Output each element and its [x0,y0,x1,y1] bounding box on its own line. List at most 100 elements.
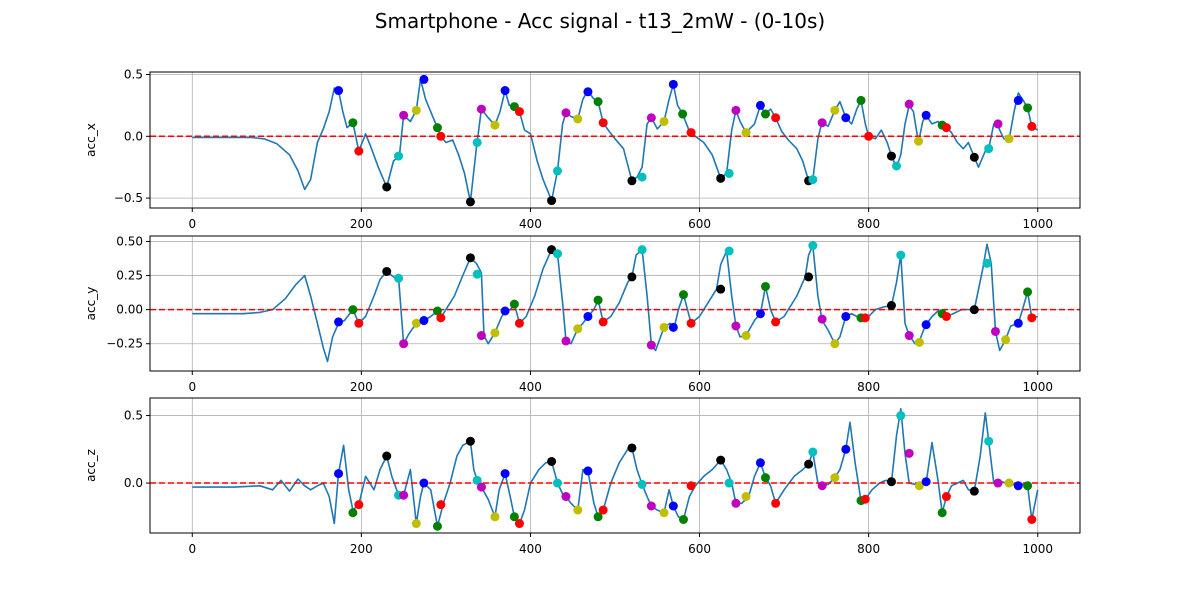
peak-marker [841,444,851,454]
peak-marker [561,336,571,346]
y-tick-label: 0.0 [124,476,143,490]
peak-marker [627,443,637,453]
peak-marker [760,109,770,119]
peak-marker [817,118,827,128]
peak-marker [771,317,781,327]
peak-marker [1023,481,1033,491]
peak-marker [382,266,392,276]
peak-marker [1013,481,1023,491]
peak-marker [394,273,404,283]
peak-marker [841,113,851,123]
y-tick-label: 0.25 [116,269,143,283]
peak-marker [741,331,751,341]
y-axis-label: acc_x [84,123,98,157]
peak-marker [659,508,669,518]
peak-marker [573,114,583,124]
peak-marker [982,258,992,268]
peak-marker [860,313,870,323]
peak-marker [476,482,486,492]
peak-marker [856,95,866,105]
peak-marker [627,176,637,186]
peak-marker [716,173,726,183]
peak-marker [553,249,563,259]
peak-marker [514,519,524,529]
peak-marker [553,478,563,488]
x-tick-label: 800 [857,380,880,394]
peak-marker [830,105,840,115]
peak-marker [382,182,392,192]
peak-marker [593,512,603,522]
peak-marker [904,448,914,458]
peak-marker [724,478,734,488]
peak-marker [1004,134,1014,144]
peak-marker [969,486,979,496]
peak-marker [941,123,951,133]
axes-frame [149,235,1081,372]
peak-marker [646,113,656,123]
peak-marker [716,455,726,465]
peak-marker [382,451,392,461]
peak-marker [1013,318,1023,328]
peak-marker [476,331,486,341]
peak-marker [896,411,906,421]
peak-marker [892,161,902,171]
axes-frame [149,397,1081,534]
peak-marker [436,131,446,141]
peak-marker [716,284,726,294]
peak-marker [886,301,896,311]
peak-marker [561,492,571,502]
peak-marker [490,512,500,522]
peak-marker [573,324,583,334]
peak-marker [348,508,358,518]
peak-marker [411,105,421,115]
peak-marker [659,322,669,332]
peak-marker [500,86,510,96]
x-tick-label: 0 [188,217,196,231]
peak-marker [914,136,924,146]
x-tick-label: 1000 [1022,217,1053,231]
peak-marker [472,475,482,485]
peak-marker [724,168,734,178]
peak-marker [741,492,751,502]
peak-marker [678,109,688,119]
peak-marker [334,86,344,96]
subplot-acc-y: 0 200 400 600 800 1000 −0.25 0.00 0.25 0.50 acc_y [84,234,1081,394]
peak-marker [984,436,994,446]
peak-marker [886,477,896,487]
x-tick-label: 200 [350,542,373,556]
y-tick-label: −0.25 [106,337,143,351]
peak-marker [348,118,358,128]
peak-marker [627,272,637,282]
x-tick-label: 1000 [1022,380,1053,394]
peak-marker [731,498,741,508]
peak-marker [686,318,696,328]
peak-marker [399,110,409,120]
peak-marker [678,515,688,524]
peak-marker [969,152,979,162]
x-tick-label: 800 [857,217,880,231]
peak-marker [547,196,557,206]
peak-marker [760,281,770,291]
x-tick-label: 0 [188,380,196,394]
peak-marker [411,519,421,529]
peak-marker [509,512,519,522]
peak-marker [659,116,669,126]
x-tick-label: 1000 [1022,542,1053,556]
peak-marker [668,79,678,89]
peak-marker [547,456,557,466]
peak-marker [771,498,781,508]
peak-marker [1001,335,1011,345]
peak-marker [896,250,906,260]
y-tick-label: −0.5 [114,191,143,205]
peak-marker [598,317,608,327]
peak-marker [465,253,475,263]
peak-marker [419,478,429,488]
peak-marker [354,318,364,328]
peak-marker [731,105,741,115]
peak-marker [830,339,840,349]
peak-marker [419,316,429,326]
peak-marker [914,481,924,491]
peak-marker [432,521,442,531]
y-tick-label: 0.5 [124,409,143,423]
